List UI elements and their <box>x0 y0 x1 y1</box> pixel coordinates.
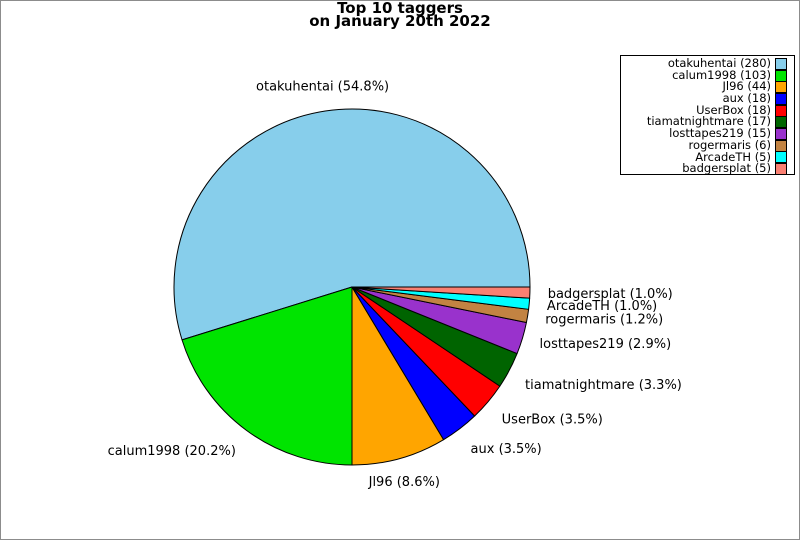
legend-swatch-losttapes219 <box>775 127 787 140</box>
legend-swatch-rogermaris <box>775 139 787 152</box>
legend-item-rogermaris: rogermaris (6) <box>623 137 787 152</box>
legend-swatch-calum1998 <box>775 69 787 82</box>
legend-label-UserBox: UserBox (18) <box>696 102 771 117</box>
legend-label-losttapes219: losttapes219 (15) <box>669 126 771 141</box>
legend-swatch-aux <box>775 92 787 105</box>
legend: otakuhentai (280) calum1998 (103) Jl96 (44… <box>620 55 795 176</box>
slice-label-aux: aux (3.5%) <box>471 442 542 457</box>
legend-label-rogermaris: rogermaris (6) <box>688 137 771 152</box>
legend-swatch-Jl96 <box>775 81 787 94</box>
legend-item-badgersplat: badgersplat (5) <box>623 161 787 176</box>
legend-label-aux: aux (18) <box>722 91 771 106</box>
slice-label-rogermaris: rogermaris (1.2%) <box>545 313 663 328</box>
legend-swatch-otakuhentai <box>775 57 787 70</box>
slice-label-otakuhentai: otakuhentai (54.8%) <box>256 80 389 95</box>
slice-label-badgersplat: badgersplat (1.0%) <box>548 287 673 302</box>
slice-label-losttapes219: losttapes219 (2.9%) <box>540 337 672 352</box>
legend-item-tiamatnightmare: tiamatnightmare (17) <box>623 114 787 129</box>
chart-title-line1: Top 10 taggers <box>337 0 463 17</box>
legend-label-calum1998: calum1998 (103) <box>672 67 771 82</box>
legend-item-aux: aux (18) <box>623 91 787 106</box>
slice-label-calum1998: calum1998 (20.2%) <box>108 444 236 459</box>
legend-label-otakuhentai: otakuhentai (280) <box>667 56 771 70</box>
pie-slice-calum1998 <box>181 286 353 466</box>
legend-swatch-tiamatnightmare <box>775 116 787 129</box>
legend-item-UserBox: UserBox (18) <box>623 102 787 117</box>
legend-swatch-badgersplat <box>775 163 787 176</box>
legend-label-Jl96: Jl96 (44) <box>722 79 771 94</box>
slice-label-UserBox: UserBox (3.5%) <box>502 413 603 428</box>
pie-slice-Jl96 <box>351 286 445 466</box>
slice-label-ArcadeTH: ArcadeTH (1.0%) <box>547 299 657 314</box>
pie-slice-badgersplat <box>351 286 531 299</box>
legend-label-ArcadeTH: ArcadeTH (5) <box>695 149 771 164</box>
chart-title-line2: on January 20th 2022 <box>309 12 491 30</box>
legend-swatch-UserBox <box>775 104 787 117</box>
legend-label-tiamatnightmare: tiamatnightmare (17) <box>646 114 771 129</box>
slice-label-Jl96: Jl96 (8.6%) <box>368 475 440 490</box>
legend-item-Jl96: Jl96 (44) <box>623 79 787 94</box>
legend-swatch-ArcadeTH <box>775 151 787 164</box>
legend-item-calum1998: calum1998 (103) <box>623 67 787 82</box>
legend-item-ArcadeTH: ArcadeTH (5) <box>623 149 787 164</box>
legend-item-otakuhentai: otakuhentai (280) <box>623 56 787 70</box>
chart-title: Top 10 taggers on January 20th 2022 <box>1 0 799 30</box>
slice-label-tiamatnightmare: tiamatnightmare (3.3%) <box>525 378 682 393</box>
legend-label-badgersplat: badgersplat (5) <box>682 161 771 176</box>
pie-slice-otakuhentai <box>173 108 531 341</box>
legend-item-losttapes219: losttapes219 (15) <box>623 126 787 141</box>
